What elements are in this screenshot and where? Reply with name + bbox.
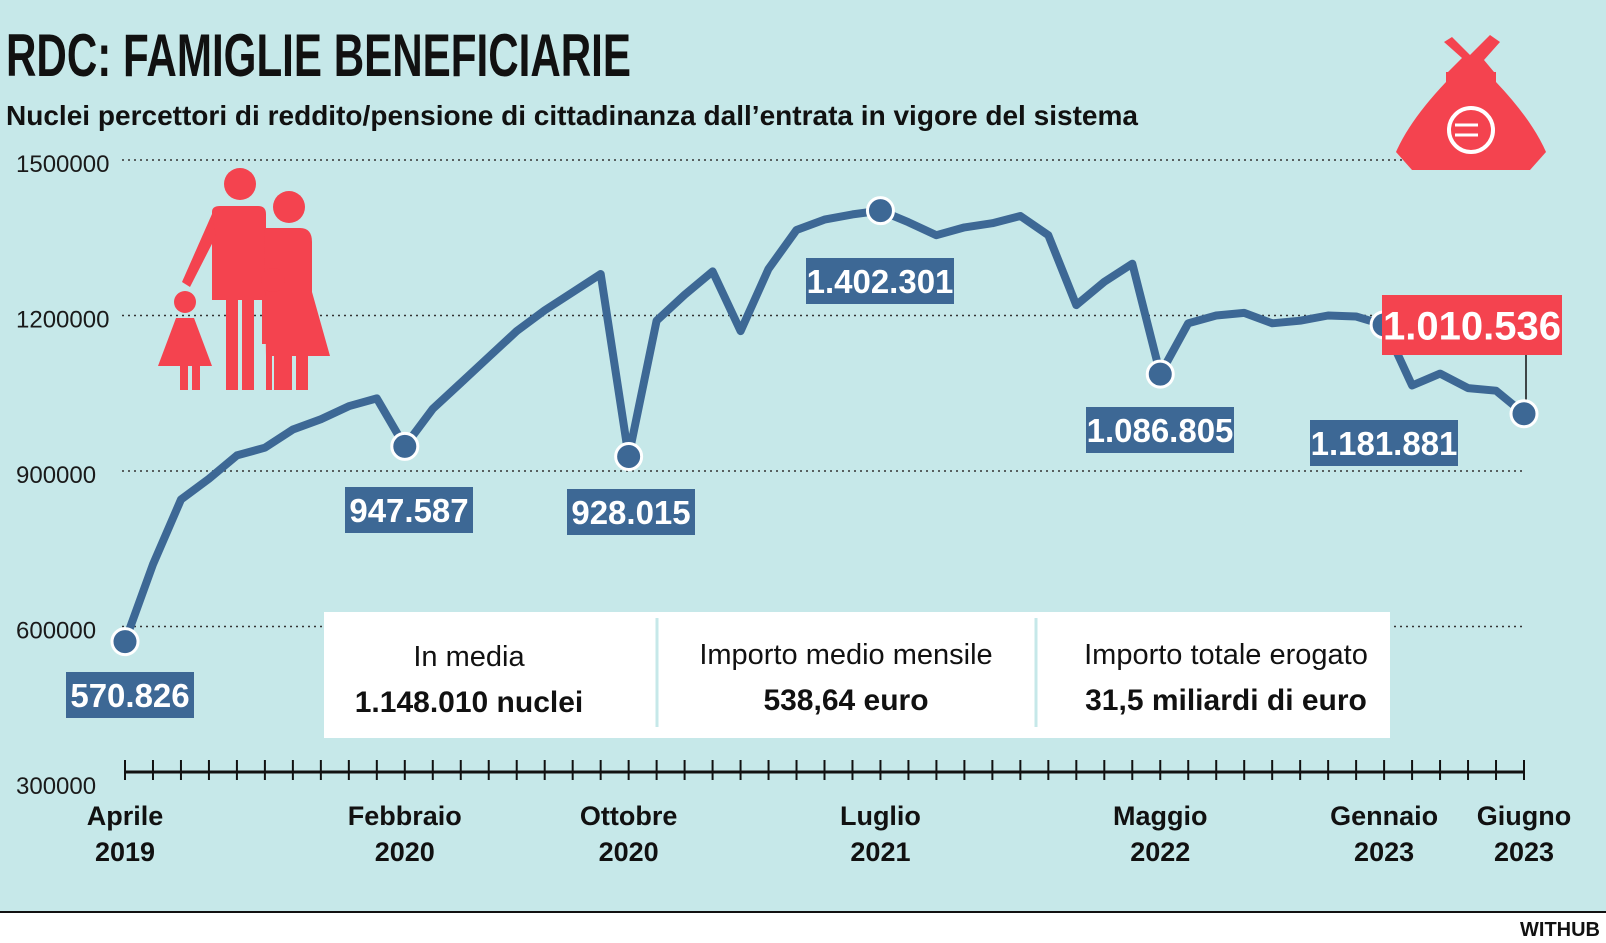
value-label: 570.826 [70, 677, 189, 714]
annotation-0: 570.826 [66, 627, 194, 718]
data-point-marker [865, 196, 895, 226]
x-tick-label-year: 2021 [850, 837, 910, 867]
annotation-10: 947.587 [345, 431, 473, 533]
value-label: 1.181.881 [1311, 425, 1458, 462]
x-tick-label-month: Ottobre [580, 801, 678, 831]
annotation-45: 1.181.881 [1310, 310, 1458, 466]
stat-value-media: 1.148.010 nuclei [355, 686, 584, 719]
annotation-18: 928.015 [567, 441, 695, 535]
stat-label-importo-medio: Importo medio mensile [699, 639, 992, 671]
grid: 300000 600000 900000 1200000 1500000 [16, 151, 1526, 800]
x-tick-label-year: 2023 [1494, 837, 1554, 867]
annotation-50: 1.010.536 [1382, 295, 1562, 429]
data-point-marker [1145, 359, 1175, 389]
y-tick-label: 900000 [16, 462, 96, 489]
value-label-box [1382, 295, 1562, 355]
value-label: 947.587 [349, 492, 468, 529]
y-tick-label: 300000 [16, 773, 96, 800]
x-tick-label-month: Febbraio [348, 801, 462, 831]
value-label-box [1310, 420, 1458, 466]
series-line [121, 206, 1528, 646]
x-tick-label-year: 2019 [95, 837, 155, 867]
value-label-box [66, 672, 194, 718]
value-label-box [806, 258, 954, 304]
credit-label: WITHUB [1520, 919, 1600, 941]
x-tick-label-year: 2020 [375, 837, 435, 867]
family-icon [158, 168, 330, 390]
x-tick-label-month: Maggio [1113, 801, 1208, 831]
stats-box-background [324, 612, 1390, 738]
annotation-27: 1.402.301 [806, 196, 954, 304]
x-tick-label-month: Aprile [87, 801, 164, 831]
x-tick-label-year: 2022 [1130, 837, 1190, 867]
y-tick-label: 1500000 [16, 151, 109, 178]
value-label-box [345, 487, 473, 533]
x-tick-label-year: 2020 [599, 837, 659, 867]
data-point-marker [110, 627, 140, 657]
stats-box: In media 1.148.010 nuclei Importo medio … [324, 612, 1390, 738]
y-tick-label: 600000 [16, 618, 96, 645]
data-annotations: 570.826 947.587 928.015 1.402.301 1.086.805 1… [66, 196, 1562, 718]
chart-title: RDC: FAMIGLIE BENEFICIARIE [6, 22, 631, 89]
data-point-marker [390, 431, 420, 461]
stat-label-media: In media [413, 641, 525, 673]
value-label-box [567, 489, 695, 535]
x-tick-label-year: 2023 [1354, 837, 1414, 867]
y-tick-label: 1200000 [16, 307, 109, 334]
value-label: 928.015 [571, 494, 690, 531]
value-label: 1.010.536 [1383, 304, 1561, 348]
chart-subtitle: Nuclei percettori di reddito/pensione di… [6, 100, 1138, 131]
value-label: 1.402.301 [807, 263, 954, 300]
annotation-37: 1.086.805 [1086, 359, 1234, 453]
stat-value-importo-medio: 538,64 euro [763, 684, 928, 717]
data-point-marker [1509, 399, 1539, 429]
x-tick-label-month: Gennaio [1330, 801, 1438, 831]
money-bag-euro-icon [1396, 35, 1546, 170]
data-point-marker [614, 441, 644, 471]
stat-label-importo-totale: Importo totale erogato [1084, 639, 1368, 671]
x-axis: Aprile 2019 Febbraio 2020 Ottobre 2020 Luglio 2… [87, 760, 1571, 867]
value-label: 1.086.805 [1087, 412, 1234, 449]
x-tick-label-month: Luglio [840, 801, 921, 831]
value-label-box [1086, 407, 1234, 453]
stat-value-importo-totale: 31,5 miliardi di euro [1085, 684, 1367, 717]
x-tick-label-month: Giugno [1477, 801, 1571, 831]
